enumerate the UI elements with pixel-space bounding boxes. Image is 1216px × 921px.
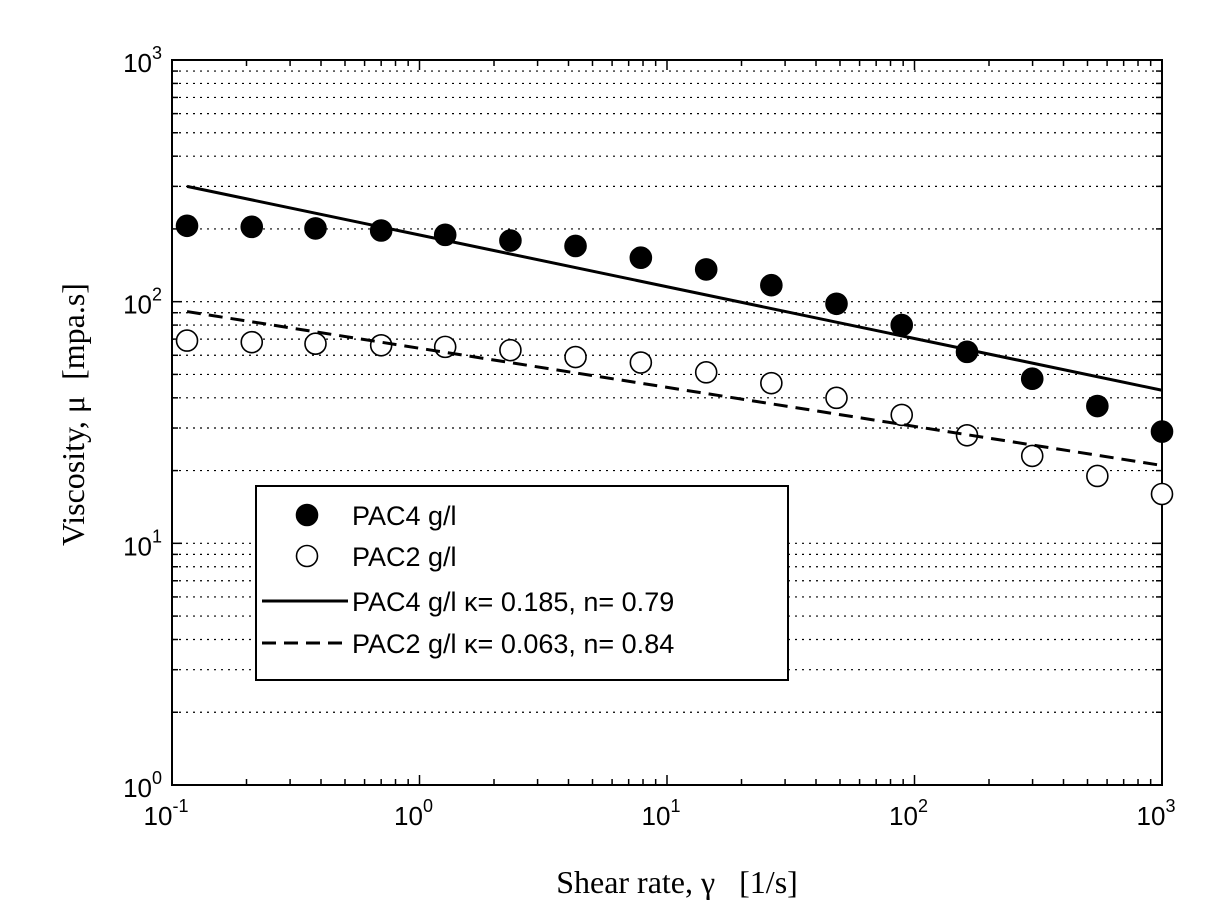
legend-label-pac4: PAC4 g/l: [352, 501, 457, 531]
legend-filled-circle-marker: [295, 503, 319, 527]
data-point-filled: [890, 313, 914, 337]
legend-entry-pac4-fit: PAC4 g/l κ= 0.185, n= 0.79: [262, 587, 674, 617]
data-point-filled: [694, 258, 718, 281]
legend-box: [255, 485, 789, 681]
series-1: [175, 329, 1174, 506]
data-point-open: [304, 332, 327, 355]
data-point-open: [564, 345, 587, 369]
data-point-open: [1086, 464, 1109, 488]
y-tick-label: 102: [123, 285, 162, 320]
series-0: [175, 214, 1174, 443]
legend-label-pac4-fit: PAC4 g/l κ= 0.185, n= 0.79: [352, 587, 674, 617]
data-point-open: [1150, 482, 1174, 506]
data-point-open: [240, 330, 264, 354]
data-point-filled: [1150, 420, 1174, 443]
data-point-open: [890, 403, 914, 427]
fit-line-dashed: [186, 310, 1163, 467]
x-tick-label: 101: [642, 796, 681, 831]
x-tick-label: 100: [394, 796, 433, 831]
y-tick-label: 101: [123, 526, 162, 561]
data-point-filled: [499, 229, 522, 252]
data-point-filled: [825, 292, 848, 316]
data-point-open: [1020, 444, 1044, 468]
data-point-filled: [1086, 394, 1109, 418]
legend-label-pac2-fit: PAC2 g/l κ= 0.063, n= 0.84: [352, 629, 674, 659]
data-point-open: [694, 361, 718, 384]
series-3: [186, 310, 1163, 467]
legend-open-circle-marker: [295, 544, 319, 568]
legend-marker: [295, 544, 319, 568]
data-point-open: [825, 386, 848, 410]
x-tick-label: 103: [1137, 796, 1176, 831]
legend-marker: [295, 503, 319, 527]
data-point-open: [760, 371, 783, 395]
data-series: [175, 184, 1174, 506]
legend-entry-pac4: PAC4 g/l: [295, 501, 457, 531]
data-point-filled: [1020, 367, 1044, 391]
data-point-filled: [760, 273, 783, 297]
data-point-filled: [369, 219, 393, 242]
x-tick-label: 10-1: [144, 796, 189, 831]
data-point-filled: [564, 234, 587, 258]
series-2: [186, 184, 1163, 392]
legend: PAC4 g/l PAC2 g/l PAC4 g/l κ= 0.185, n= …: [255, 485, 789, 681]
y-tick-label: 100: [123, 768, 162, 803]
x-axis-title: Shear rate, γ [1/s]: [556, 864, 798, 900]
data-point-filled: [240, 215, 264, 239]
data-point-open: [175, 329, 199, 352]
data-point-open: [499, 338, 522, 362]
legend-entry-pac2: PAC2 g/l: [295, 542, 457, 572]
data-point-filled: [304, 217, 327, 240]
data-point-open: [629, 351, 653, 374]
legend-entry-pac2-fit: PAC2 g/l κ= 0.063, n= 0.84: [262, 629, 674, 659]
data-point-filled: [629, 246, 653, 270]
y-tick-label: 103: [123, 43, 162, 78]
legend-label-pac2: PAC2 g/l: [352, 542, 457, 572]
y-axis-title: Viscosity, μ [mpa.s]: [55, 283, 91, 546]
data-point-open: [369, 333, 393, 357]
fit-line-solid: [186, 184, 1163, 392]
x-tick-label: 102: [889, 796, 928, 831]
data-point-filled: [175, 214, 199, 238]
